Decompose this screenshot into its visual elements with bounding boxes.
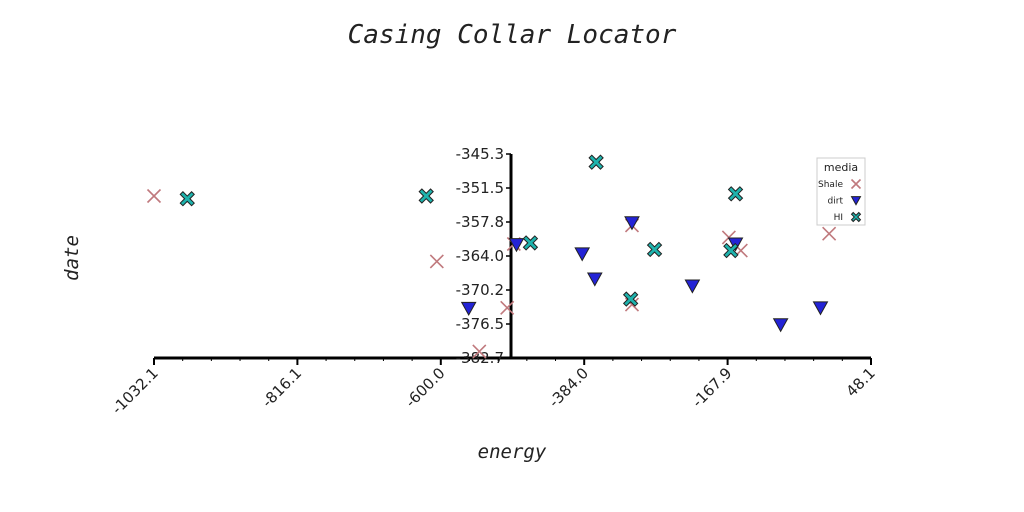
y-axis-label: date (61, 235, 83, 281)
x-axis-label: energy (478, 441, 547, 463)
data-point-shale (429, 254, 444, 269)
y-tick-label: -351.5 (456, 179, 504, 197)
data-point-hi (727, 186, 744, 202)
data-point-dirt (812, 301, 829, 316)
data-point-hi (179, 191, 195, 207)
legend-title: media (824, 161, 858, 174)
legend-marker (850, 178, 862, 190)
y-ticks: -345.3 -351.5 -357.8 -364.0 -370.2 -376.5 -382… (456, 145, 511, 367)
data-point-dirt (508, 238, 525, 253)
y-tick-label: -357.8 (456, 213, 504, 231)
data-point-shale (472, 344, 487, 359)
legend-label: Shale (818, 180, 843, 190)
x-tick-label: 48.1 (842, 364, 878, 400)
data-point-shale (500, 300, 515, 315)
data-point-shale (146, 188, 162, 204)
data-point-hi (723, 242, 739, 259)
data-point-dirt (624, 216, 640, 231)
y-tick-label: -382.7 (456, 349, 504, 367)
data-point-hi (622, 291, 639, 307)
data-point-dirt (586, 272, 603, 287)
legend-marker (850, 196, 862, 206)
data-point-dirt (684, 279, 701, 294)
legend-label: HI (834, 213, 843, 223)
legend: media Shale dirt HI (816, 157, 866, 226)
data-point-dirt (460, 301, 477, 317)
y-tick-label: -370.2 (456, 281, 504, 299)
legend-marker (850, 211, 862, 223)
data-point-shale (822, 226, 837, 241)
data-points (146, 154, 837, 359)
x-tick-label: -600.0 (402, 364, 449, 411)
data-point-hi (588, 154, 604, 170)
y-tick-label: -364.0 (456, 247, 504, 265)
data-point-hi (646, 241, 663, 258)
axes: -1032.1 -816.1 -600.0 -384.0 -167.9 48.1 -345… (108, 145, 879, 418)
x-tick-label: -167.9 (689, 364, 736, 411)
x-tick-label: -384.0 (545, 364, 592, 411)
chart-title: Casing Collar Locator (348, 20, 677, 50)
x-tick-label: -816.1 (258, 364, 305, 411)
y-tick-label: -376.5 (456, 315, 504, 333)
data-point-hi (522, 235, 539, 251)
y-tick-label: -345.3 (456, 145, 504, 163)
x-tick-label: -1032.1 (108, 364, 162, 418)
data-point-dirt (574, 247, 591, 262)
data-point-dirt (772, 318, 789, 333)
legend-label: dirt (828, 197, 844, 207)
data-point-hi (418, 188, 434, 204)
